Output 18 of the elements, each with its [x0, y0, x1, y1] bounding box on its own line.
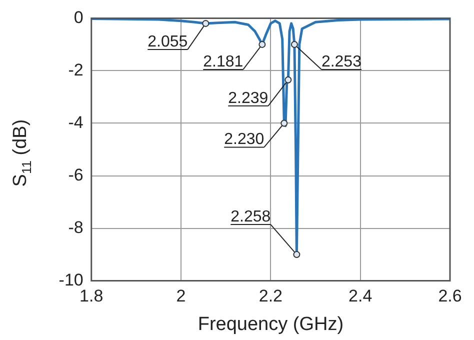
x-tick-label: 2.4: [348, 286, 372, 306]
x-tick-label: 2: [176, 286, 186, 306]
annotation: 2.258: [230, 208, 271, 226]
y-tick-label: -2: [68, 60, 84, 80]
y-tick-label: 0: [74, 8, 84, 27]
annotation: 2.230: [224, 131, 264, 148]
y-tick-label: -4: [68, 112, 84, 132]
annotation: 2.253: [321, 53, 362, 70]
x-axis-title: Frequency (GHz): [198, 314, 344, 335]
y-tick-label: -8: [68, 218, 84, 237]
annotation: 2.181: [203, 53, 244, 70]
y-tick-label: -10: [58, 270, 84, 290]
y-tick-label: -6: [68, 165, 84, 184]
x-tick-label: 2.6: [438, 286, 462, 306]
annotation: 2.055: [148, 33, 188, 50]
x-tick-label: 1.8: [80, 286, 104, 306]
x-tick-label: 2.2: [258, 286, 283, 306]
annotation: 2.239: [228, 90, 268, 107]
